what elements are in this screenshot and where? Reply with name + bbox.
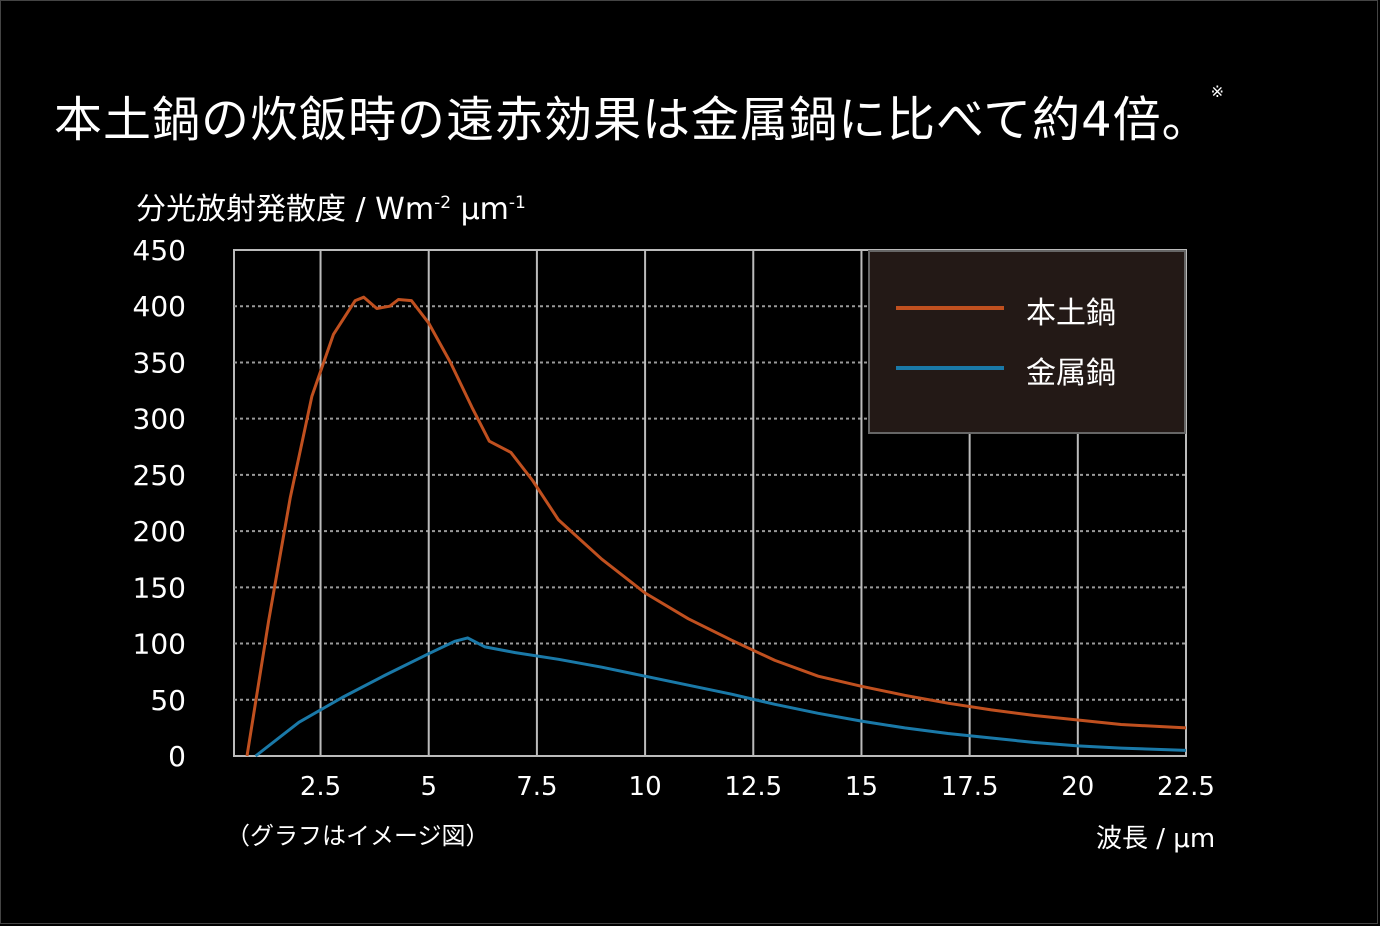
series-line-clay-pot	[245, 295, 1187, 757]
y-tick-label: 0	[168, 740, 186, 773]
series-line-metal-pot	[254, 636, 1187, 758]
x-tick-label: 20	[1061, 772, 1094, 802]
y-tick-label: 100	[133, 628, 186, 661]
legend-item-metal-pot: 金属鍋	[896, 348, 1166, 391]
y-tick-label: 300	[133, 403, 186, 436]
chart-note: （グラフはイメージ図）	[226, 822, 490, 850]
page-title: 本土鍋の炊飯時の遠赤効果は金属鍋に比べて約4倍。※	[54, 80, 1225, 150]
y-axis-label-exponent-2: -1	[508, 193, 526, 213]
x-tick-label: 5	[420, 772, 437, 802]
y-tick-label: 50	[150, 684, 186, 717]
title-footnote-mark: ※	[1210, 82, 1226, 101]
y-axis-label-exponent-1: -2	[434, 193, 452, 213]
x-tick-label: 22.5	[1157, 772, 1215, 802]
legend-label-clay-pot: 本土鍋	[1026, 296, 1116, 331]
title-text: 本土鍋の炊飯時の遠赤効果は金属鍋に比べて約4倍。	[54, 92, 1211, 148]
x-tick-label: 7.5	[516, 772, 557, 802]
legend-swatch-metal-pot	[896, 366, 1004, 370]
x-tick-label: 10	[629, 772, 662, 802]
y-tick-label: 150	[133, 571, 186, 604]
y-axis-label-unit: μm	[451, 192, 509, 227]
y-axis-label-main: 分光放射発散度 / Wm	[136, 192, 435, 227]
legend: 本土鍋 金属鍋	[868, 250, 1186, 434]
y-tick-label: 450	[133, 234, 186, 267]
legend-item-clay-pot: 本土鍋	[896, 288, 1166, 331]
y-tick-label: 350	[133, 346, 186, 379]
y-tick-label: 200	[133, 515, 186, 548]
legend-label-metal-pot: 金属鍋	[1026, 356, 1116, 391]
x-tick-label: 15	[845, 772, 878, 802]
x-tick-label: 17.5	[941, 772, 999, 802]
y-axis-label: 分光放射発散度 / Wm-2 μm-1	[136, 184, 526, 228]
x-tick-label: 2.5	[300, 772, 341, 802]
x-tick-label: 12.5	[724, 772, 782, 802]
x-axis-label: 波長 / μm	[1096, 824, 1216, 854]
legend-swatch-clay-pot	[896, 306, 1004, 310]
y-tick-label: 400	[133, 290, 186, 323]
y-tick-label: 250	[133, 459, 186, 492]
